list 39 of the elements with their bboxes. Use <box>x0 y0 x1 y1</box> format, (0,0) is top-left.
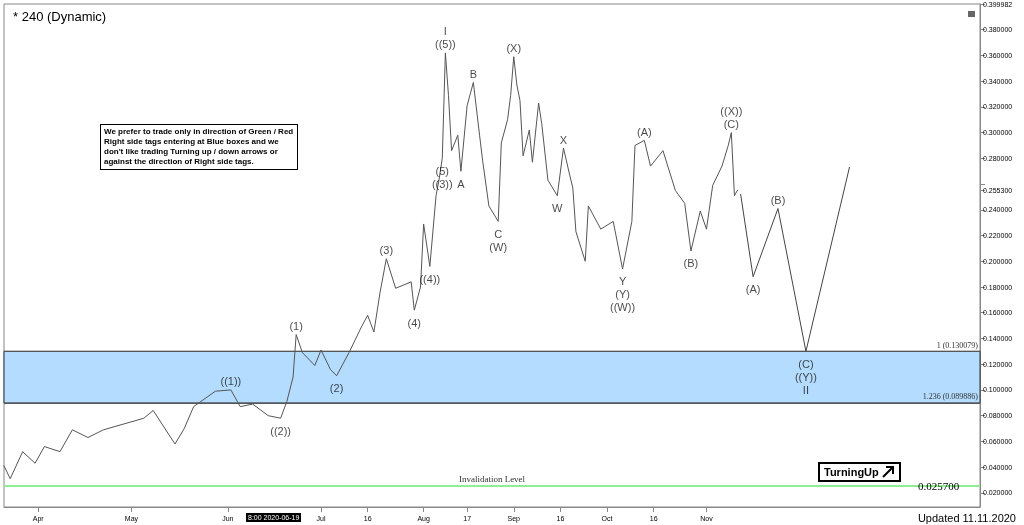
ref-line-label: 1 (0.130079) <box>936 340 979 350</box>
annotation: ((2)) <box>270 424 292 437</box>
annotation: (4) <box>407 316 422 329</box>
annotation: (B) <box>770 194 786 207</box>
annotation: ((Y)) <box>794 370 817 383</box>
annotation: ((1)) <box>220 375 242 388</box>
annotation: ((4)) <box>419 272 441 285</box>
annotation: 0.025700 <box>918 480 960 492</box>
annotation: ((X)) <box>720 105 743 118</box>
ref-line-label: 1.236 (0.089886) <box>922 392 979 402</box>
chart-title: * 240 (Dynamic) <box>13 9 107 24</box>
annotation: (A) <box>745 283 761 296</box>
annotation: X <box>559 133 568 146</box>
text: Updated 11.11.2020 <box>917 512 1016 524</box>
annotation: C <box>494 227 503 240</box>
ref-line-label: Invalidation Level <box>458 474 526 485</box>
annotation: (5) <box>435 164 449 177</box>
annotation: W <box>552 202 564 215</box>
annotation: TurningUp <box>824 466 879 478</box>
annotation: (B) <box>683 257 699 270</box>
annotation: (3) <box>379 244 394 257</box>
annotation: A <box>457 177 466 190</box>
annotation: I <box>443 25 447 38</box>
annotation: (A) <box>636 125 652 138</box>
annotation: (2) <box>329 382 344 395</box>
annotation: ((5)) <box>434 38 456 51</box>
annotation: II <box>802 383 809 396</box>
annotation: (C) <box>723 118 739 131</box>
annotation: B <box>469 67 478 80</box>
annotation: ((W)) <box>610 301 636 314</box>
annotation: (Y) <box>615 288 630 301</box>
line-series <box>740 166 850 352</box>
annotation: (C) <box>798 357 814 370</box>
annotation: (1) <box>289 320 303 333</box>
annotation: We prefer to trade only in direction of Green / Red Right side tags entering at Blue boxes and we don't like trading Turning up / down arrows or against the direction of Right side tags. <box>104 127 294 166</box>
annotation: (W) <box>489 240 508 253</box>
annotation: Y <box>618 275 627 288</box>
annotation: (X) <box>506 42 522 55</box>
annotation: ((3)) <box>431 177 453 190</box>
